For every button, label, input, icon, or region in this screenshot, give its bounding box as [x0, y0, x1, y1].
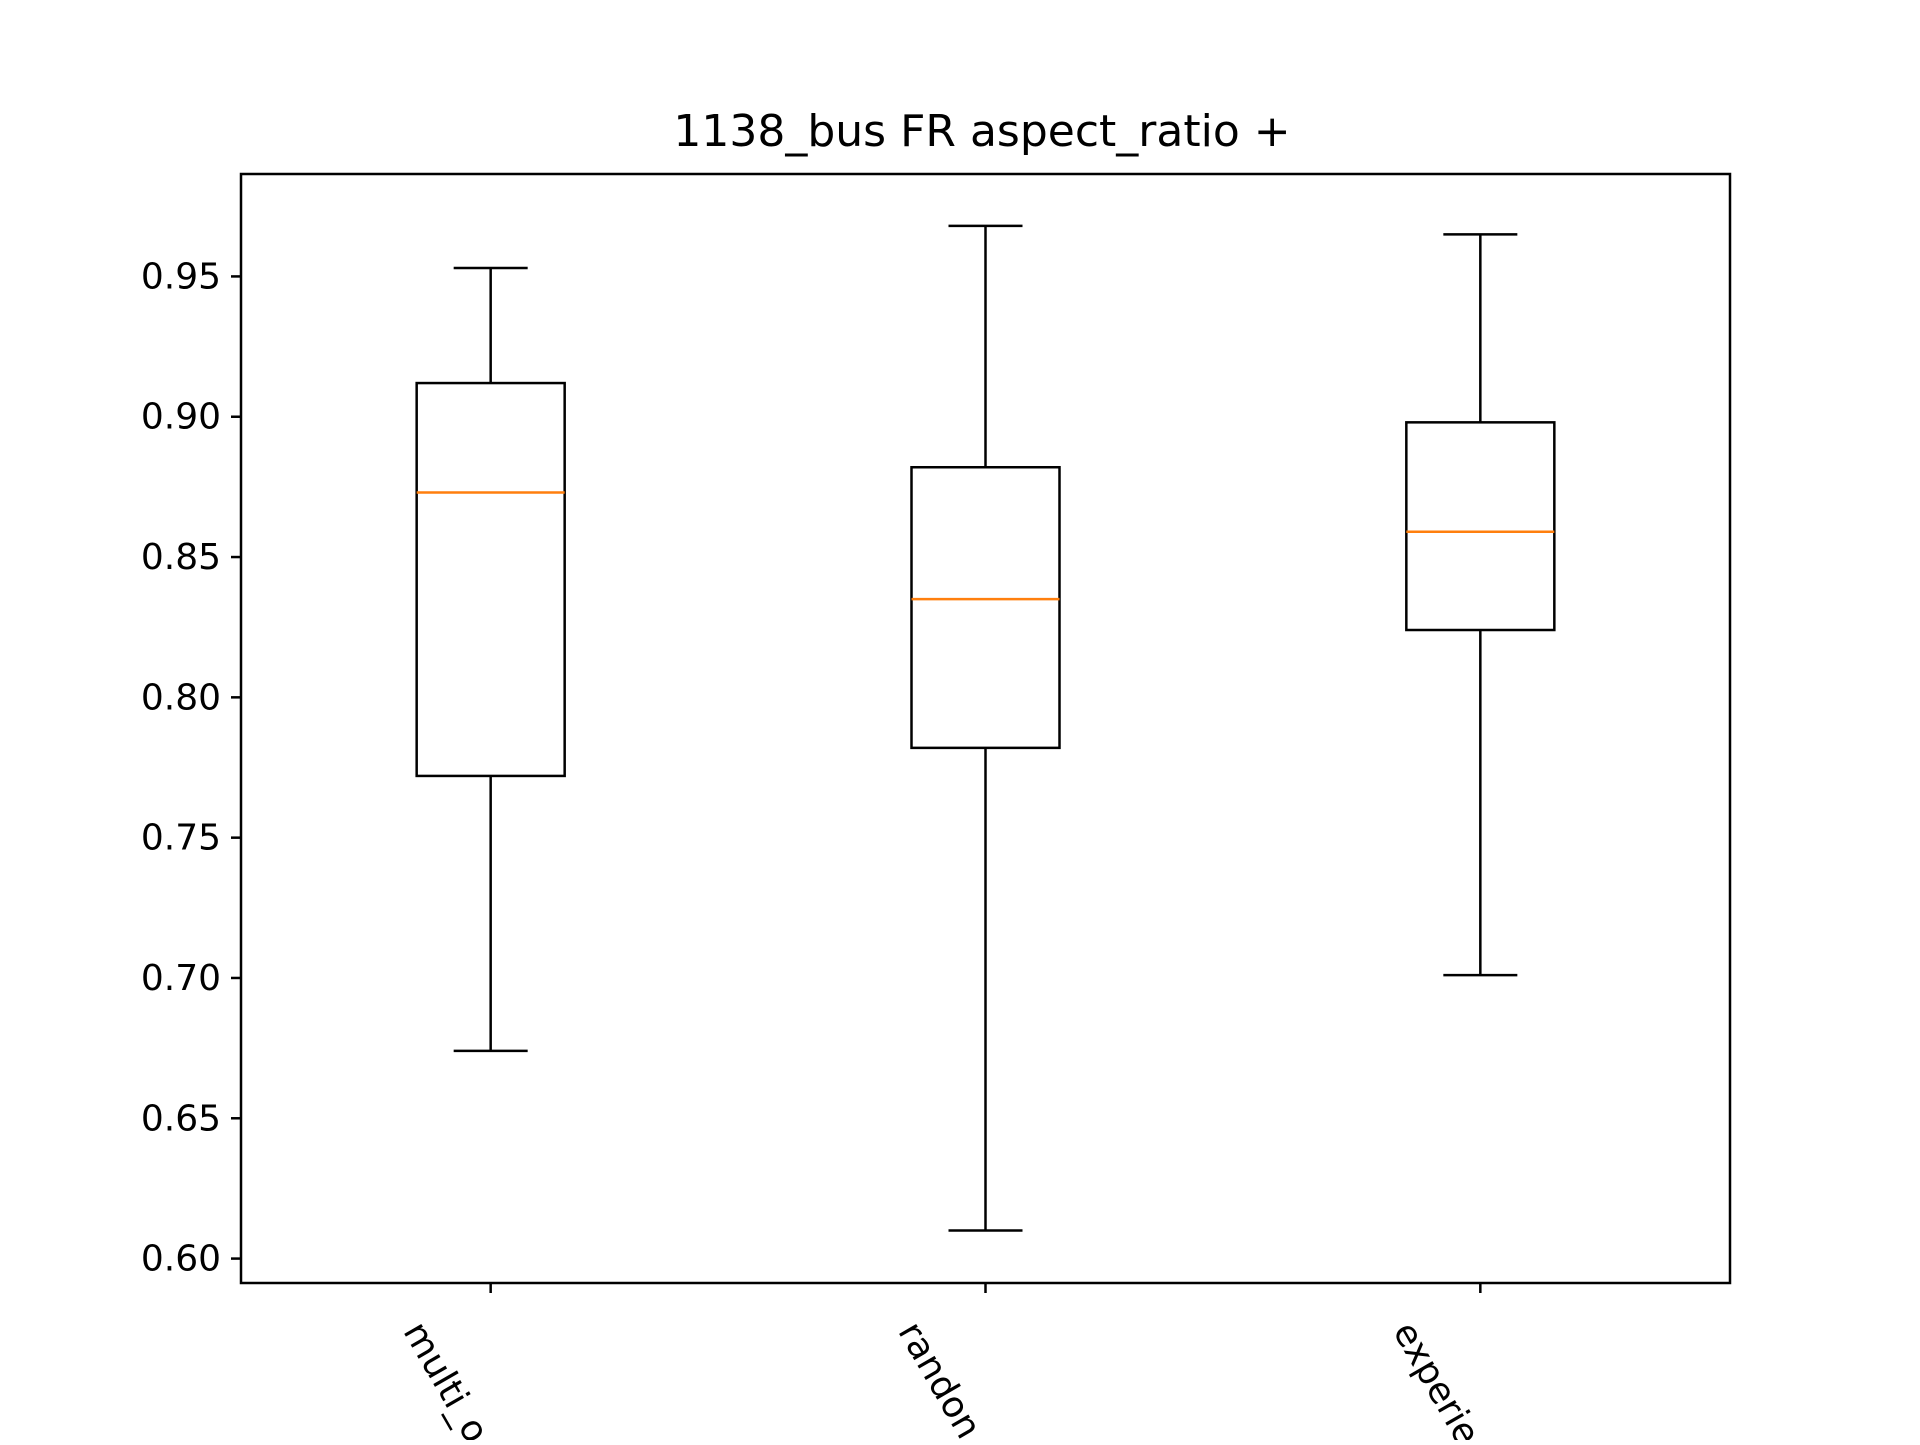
box-plot-1 [415, 266, 566, 1053]
iqr-box [415, 381, 566, 778]
y-tick-label: 0.90 [141, 397, 221, 438]
y-tick-label: 0.80 [141, 677, 221, 718]
box-plot-2 [910, 224, 1061, 1232]
x-tick-label: experie [1385, 1315, 1488, 1440]
y-tick-label: 0.75 [141, 818, 221, 859]
x-tick-label: randon [890, 1315, 989, 1440]
y-axis: 0.60 0.65 0.70 0.75 0.80 0.85 0.90 0.95 [141, 256, 241, 1280]
y-tick-label: 0.65 [141, 1098, 221, 1139]
y-tick-label: 0.95 [141, 256, 221, 297]
x-axis: multi_o randon experie [395, 1283, 1488, 1445]
iqr-box [1405, 421, 1556, 632]
chart-title: 1138_bus FR aspect_ratio + [673, 106, 1290, 157]
y-tick-label: 0.70 [141, 958, 221, 999]
y-tick-label: 0.85 [141, 537, 221, 578]
box-plot-3 [1405, 233, 1556, 977]
y-tick-label: 0.60 [141, 1239, 221, 1280]
x-tick-label: multi_o [395, 1315, 497, 1440]
plot-marks [415, 224, 1556, 1232]
iqr-box [910, 465, 1061, 750]
